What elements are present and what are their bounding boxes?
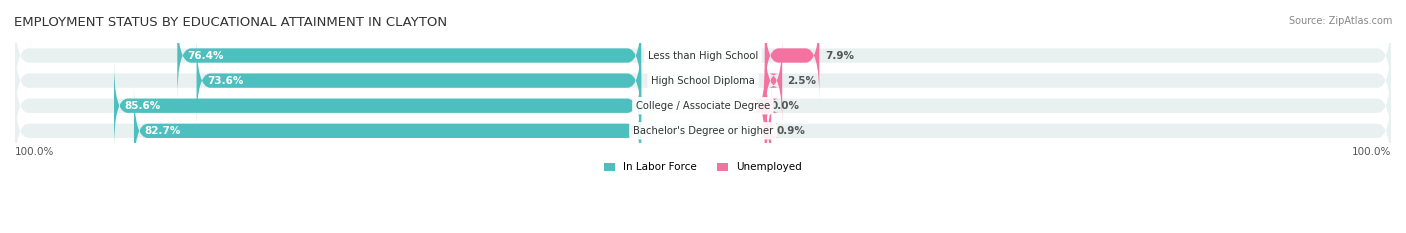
FancyBboxPatch shape [765,38,782,124]
Text: 0.0%: 0.0% [770,101,800,111]
Text: Source: ZipAtlas.com: Source: ZipAtlas.com [1288,16,1392,26]
Text: 82.7%: 82.7% [145,126,181,136]
FancyBboxPatch shape [758,88,779,174]
Text: Less than High School: Less than High School [648,51,758,61]
Text: College / Associate Degree: College / Associate Degree [636,101,770,111]
Legend: In Labor Force, Unemployed: In Labor Force, Unemployed [600,158,806,176]
FancyBboxPatch shape [15,63,1391,149]
FancyBboxPatch shape [134,88,641,174]
Text: High School Diploma: High School Diploma [651,76,755,86]
Text: 7.9%: 7.9% [825,51,853,61]
Text: 0.9%: 0.9% [776,126,806,136]
FancyBboxPatch shape [114,63,641,149]
FancyBboxPatch shape [15,38,1391,124]
FancyBboxPatch shape [15,88,1391,174]
Text: 100.0%: 100.0% [15,147,55,157]
Text: 73.6%: 73.6% [207,76,243,86]
Text: 100.0%: 100.0% [1351,147,1391,157]
Text: 76.4%: 76.4% [187,51,224,61]
FancyBboxPatch shape [751,63,779,149]
FancyBboxPatch shape [765,12,820,99]
Text: 85.6%: 85.6% [124,101,160,111]
Text: 2.5%: 2.5% [787,76,817,86]
FancyBboxPatch shape [197,38,641,124]
Text: EMPLOYMENT STATUS BY EDUCATIONAL ATTAINMENT IN CLAYTON: EMPLOYMENT STATUS BY EDUCATIONAL ATTAINM… [14,16,447,29]
Text: Bachelor's Degree or higher: Bachelor's Degree or higher [633,126,773,136]
FancyBboxPatch shape [15,12,1391,99]
FancyBboxPatch shape [177,12,641,99]
